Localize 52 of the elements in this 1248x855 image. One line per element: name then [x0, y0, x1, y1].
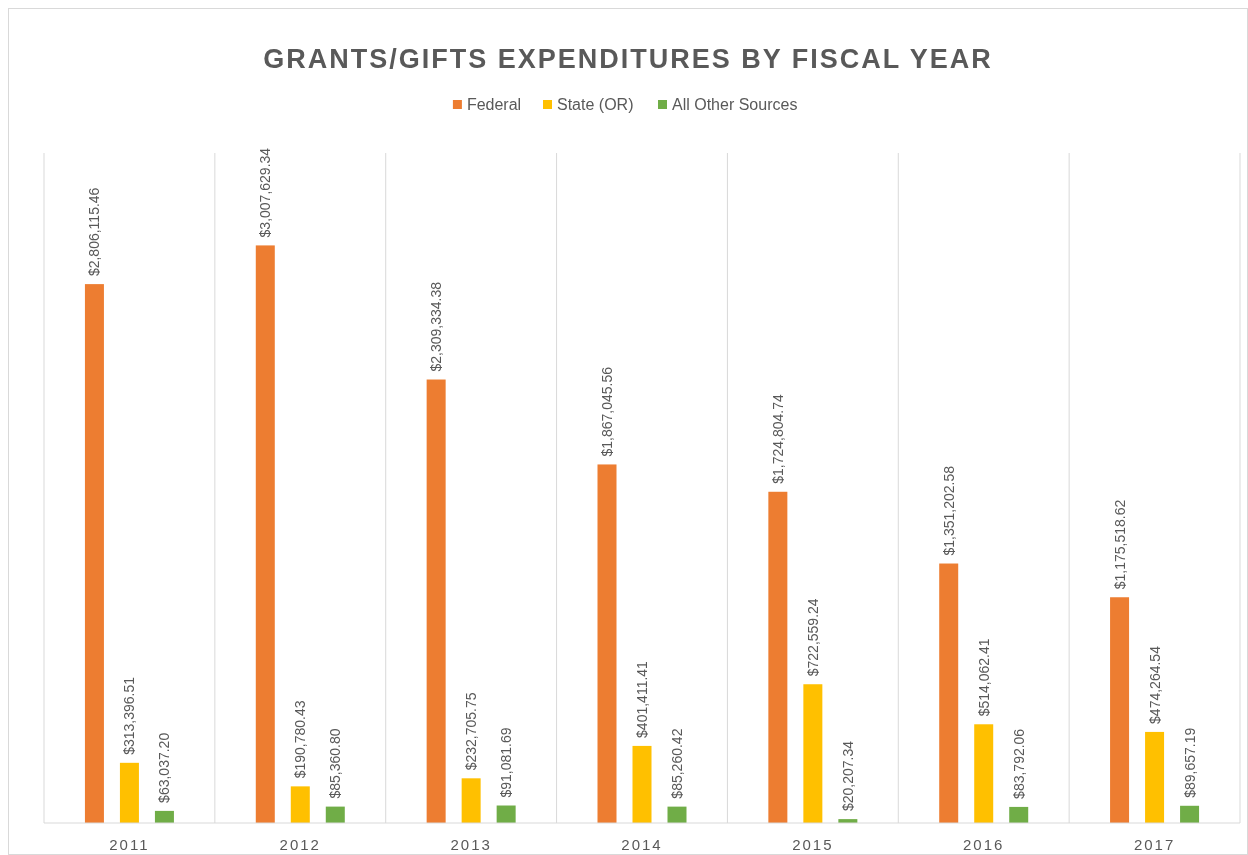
bar	[84, 284, 104, 823]
bar	[667, 806, 687, 823]
chart-title: GRANTS/GIFTS EXPENDITURES BY FISCAL YEAR	[263, 44, 993, 74]
legend-label: All Other Sources	[672, 96, 798, 113]
bar	[974, 724, 994, 823]
bar	[1009, 806, 1029, 823]
data-label: $401,411.41	[634, 660, 650, 738]
data-label: $722,559.24	[804, 598, 821, 677]
legend-label: Federal	[466, 96, 522, 113]
data-label: $232,705.75	[463, 692, 480, 771]
data-label: $313,396.51	[121, 676, 138, 755]
x-tick-label: 2014	[621, 836, 663, 853]
data-label: $1,867,045.56	[599, 366, 615, 457]
data-label: $1,724,804.74	[769, 394, 786, 484]
bar	[119, 762, 139, 823]
bar	[1180, 805, 1200, 823]
bar	[632, 745, 652, 823]
bar	[1110, 597, 1130, 823]
data-label: $85,360.80	[327, 728, 344, 799]
data-label: $85,260.42	[669, 728, 685, 799]
bar	[597, 464, 617, 823]
data-label: $1,175,518.62	[1111, 499, 1128, 590]
bar	[803, 684, 823, 823]
x-tick-label: 2013	[450, 836, 492, 853]
data-label: $2,309,334.38	[428, 281, 445, 372]
data-label: $474,264.54	[1146, 645, 1163, 724]
x-tick-label: 2011	[109, 836, 150, 853]
x-tick-label: 2017	[1133, 836, 1176, 853]
data-label: $63,037.20	[156, 732, 173, 803]
bar	[1145, 731, 1165, 823]
data-label: $3,007,629.34	[257, 147, 274, 238]
bar	[325, 806, 345, 823]
x-tick-label: 2012	[279, 836, 321, 853]
data-label: $89,657.19	[1181, 727, 1198, 798]
bar	[496, 805, 516, 823]
bar	[461, 778, 481, 823]
legend-label: State (OR)	[557, 96, 634, 113]
bar	[939, 563, 959, 823]
data-label: $91,081.69	[498, 727, 515, 798]
data-label: $2,806,115.46	[86, 187, 103, 277]
bar	[255, 245, 275, 823]
data-label: $1,351,202.58	[940, 465, 957, 556]
data-label: $83,792.06	[1010, 728, 1027, 799]
x-tick-label: 2015	[792, 836, 834, 853]
bar	[290, 786, 310, 823]
data-label: $190,780.43	[292, 700, 309, 779]
bar	[154, 810, 174, 823]
data-label: $514,062.41	[975, 638, 992, 717]
bar	[426, 379, 446, 823]
data-label: $20,207.34	[839, 740, 856, 812]
x-tick-label: 2016	[963, 836, 1005, 853]
bar	[768, 491, 788, 823]
